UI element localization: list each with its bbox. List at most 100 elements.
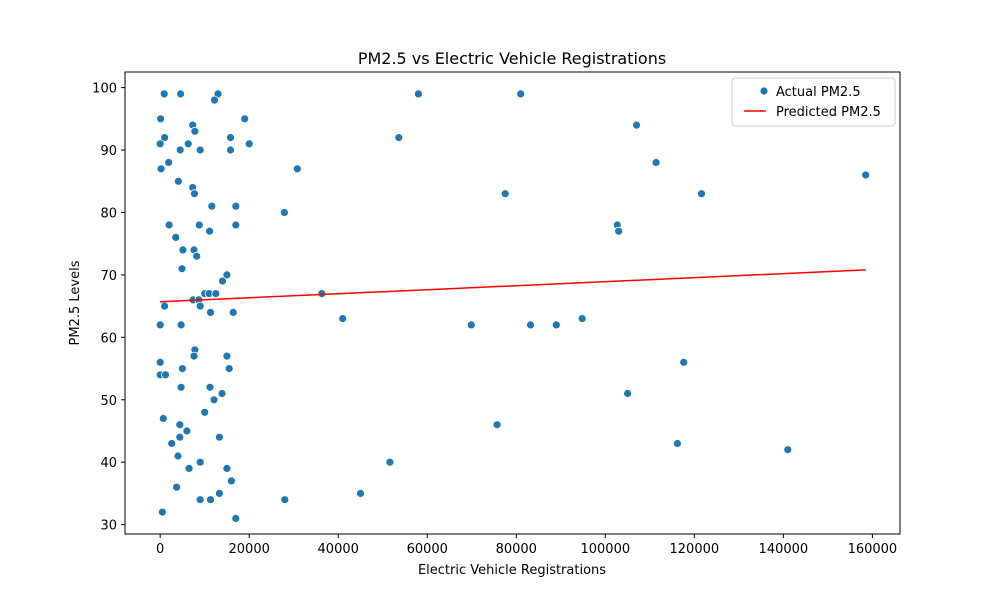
data-point [155,357,165,367]
data-point [623,389,632,398]
data-point [175,420,185,430]
x-axis: 0 20000 40000 60000 80000 100000 120000 140000 1… [156,534,897,557]
data-point [861,170,871,180]
data-point [697,189,706,199]
y-tick-label: 70 [100,269,117,284]
data-point [155,139,165,149]
y-tick-label: 50 [100,394,117,409]
data-point [160,133,170,143]
legend: Actual PM2.5 Predicted PM2.5 [731,77,896,127]
data-point [156,114,166,124]
data-point [159,89,169,99]
x-tick-label: 80000 [496,542,537,557]
data-point [224,364,234,374]
x-tick-label: 140000 [759,542,809,557]
data-point [164,220,174,230]
data-point [338,314,348,324]
data-point [651,158,661,167]
data-point [516,89,526,99]
data-point [231,220,241,230]
data-point [189,351,199,361]
data-point [500,189,510,199]
data-point [206,307,215,317]
data-point [218,276,227,286]
data-point [158,414,168,423]
legend-marker-actual [759,86,769,96]
data-point [679,357,689,367]
data-point [189,189,199,199]
data-point [175,145,185,155]
data-point [177,364,187,374]
data-point [228,307,238,317]
data-point [222,463,232,473]
data-point [385,457,395,467]
x-tick-label: 60000 [407,542,448,557]
regression-line [160,269,866,303]
data-point [200,407,210,417]
x-tick-label: 160000 [848,542,898,557]
plot-area [124,71,901,535]
data-point [182,426,192,436]
y-tick-label: 40 [100,456,117,471]
data-point [222,351,232,361]
data-point [205,382,215,392]
data-point [413,89,423,99]
data-point [279,208,289,217]
data-point [195,457,205,467]
data-point [209,395,219,405]
data-point [184,463,194,473]
x-axis-label: Electric Vehicle Registrations [418,563,606,578]
data-point [190,126,200,136]
data-point [317,289,327,299]
data-point [205,226,215,236]
data-point [280,495,290,505]
data-point [214,432,224,442]
data-point [157,507,167,517]
y-tick-label: 60 [100,331,117,346]
data-point [614,226,624,236]
data-point [176,89,186,99]
data-point [171,232,181,242]
data-point [240,114,250,124]
legend-label-predicted: Predicted PM2.5 [776,105,881,120]
y-axis-label: PM2.5 Levels [68,260,83,345]
data-point [192,251,202,261]
data-point [466,320,476,330]
axes-frame [124,71,901,535]
data-point [173,176,183,186]
data-point [172,482,182,492]
chart-title: PM2.5 vs Electric Vehicle Registrations [358,49,666,68]
data-point [210,95,219,105]
data-point [217,389,227,398]
data-point [226,476,236,486]
data-point [173,451,183,461]
data-point [214,488,224,498]
data-point [176,382,186,392]
data-point [244,139,254,149]
x-tick-label: 100000 [580,542,630,557]
x-tick-label: 20000 [229,542,270,557]
y-tick-label: 90 [100,144,117,159]
data-point [673,439,682,448]
data-point [160,301,170,311]
x-tick-label: 0 [156,542,164,557]
data-point [632,120,641,130]
data-point [492,420,502,430]
data-point [206,495,215,505]
data-point [194,220,204,230]
x-tick-label: 120000 [670,542,720,557]
x-tick-label: 40000 [318,542,359,557]
data-point [231,514,241,523]
data-point [156,164,166,174]
data-point [195,145,205,155]
data-point [226,133,235,143]
legend-label-actual: Actual PM2.5 [776,85,861,100]
data-point [177,264,187,274]
data-point [394,133,404,143]
y-tick-label: 100 [92,82,117,97]
data-point [292,164,302,174]
data-point [211,289,221,299]
data-point [195,495,205,505]
data-point [356,488,365,498]
